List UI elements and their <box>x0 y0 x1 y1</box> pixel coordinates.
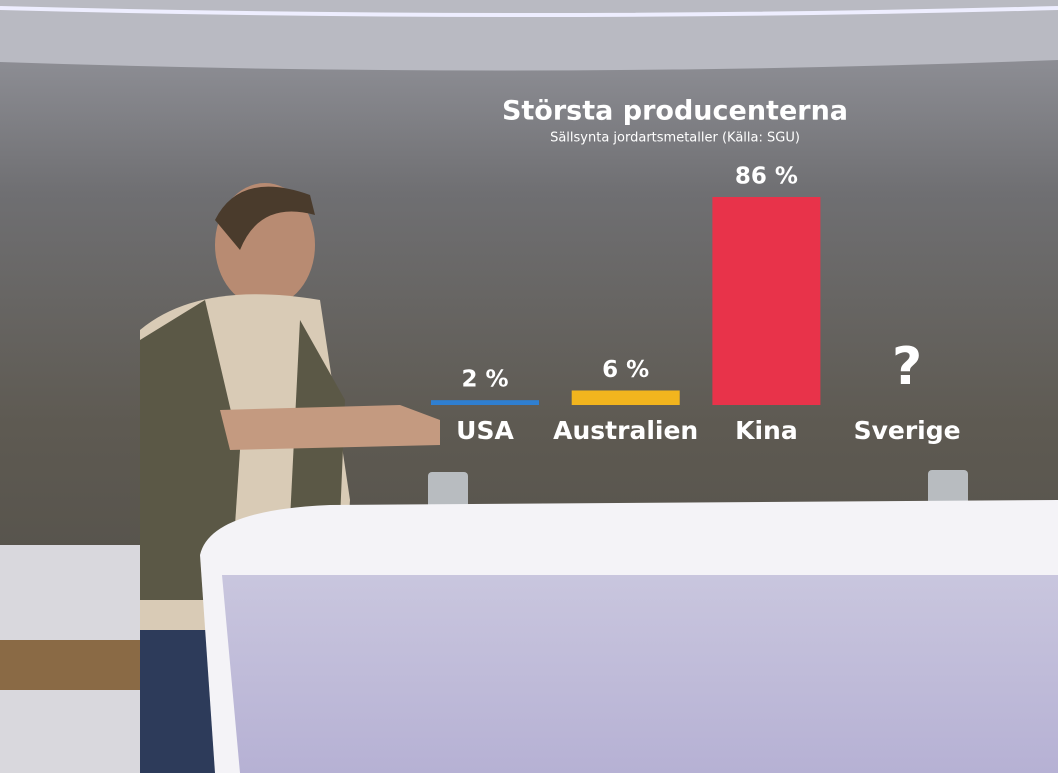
bar <box>571 390 680 405</box>
value-label: 86 % <box>735 164 798 190</box>
category-label: Sverige <box>854 416 961 445</box>
category-label: Australien <box>553 416 698 445</box>
chart-subtitle: Sällsynta jordartsmetaller (Källa: SGU) <box>550 131 800 146</box>
bar <box>431 400 539 405</box>
category-label: Kina <box>735 416 798 445</box>
wood-panel <box>0 640 150 690</box>
light-strip <box>0 6 1058 17</box>
value-label: 2 % <box>461 367 508 393</box>
chart-title: Största producenterna <box>502 96 848 127</box>
value-label: 6 % <box>602 357 649 383</box>
desk-front <box>222 575 1058 773</box>
bar <box>712 197 821 405</box>
category-label: USA <box>456 416 514 445</box>
ceiling-arc <box>0 0 1058 71</box>
value-label: ? <box>892 337 922 397</box>
